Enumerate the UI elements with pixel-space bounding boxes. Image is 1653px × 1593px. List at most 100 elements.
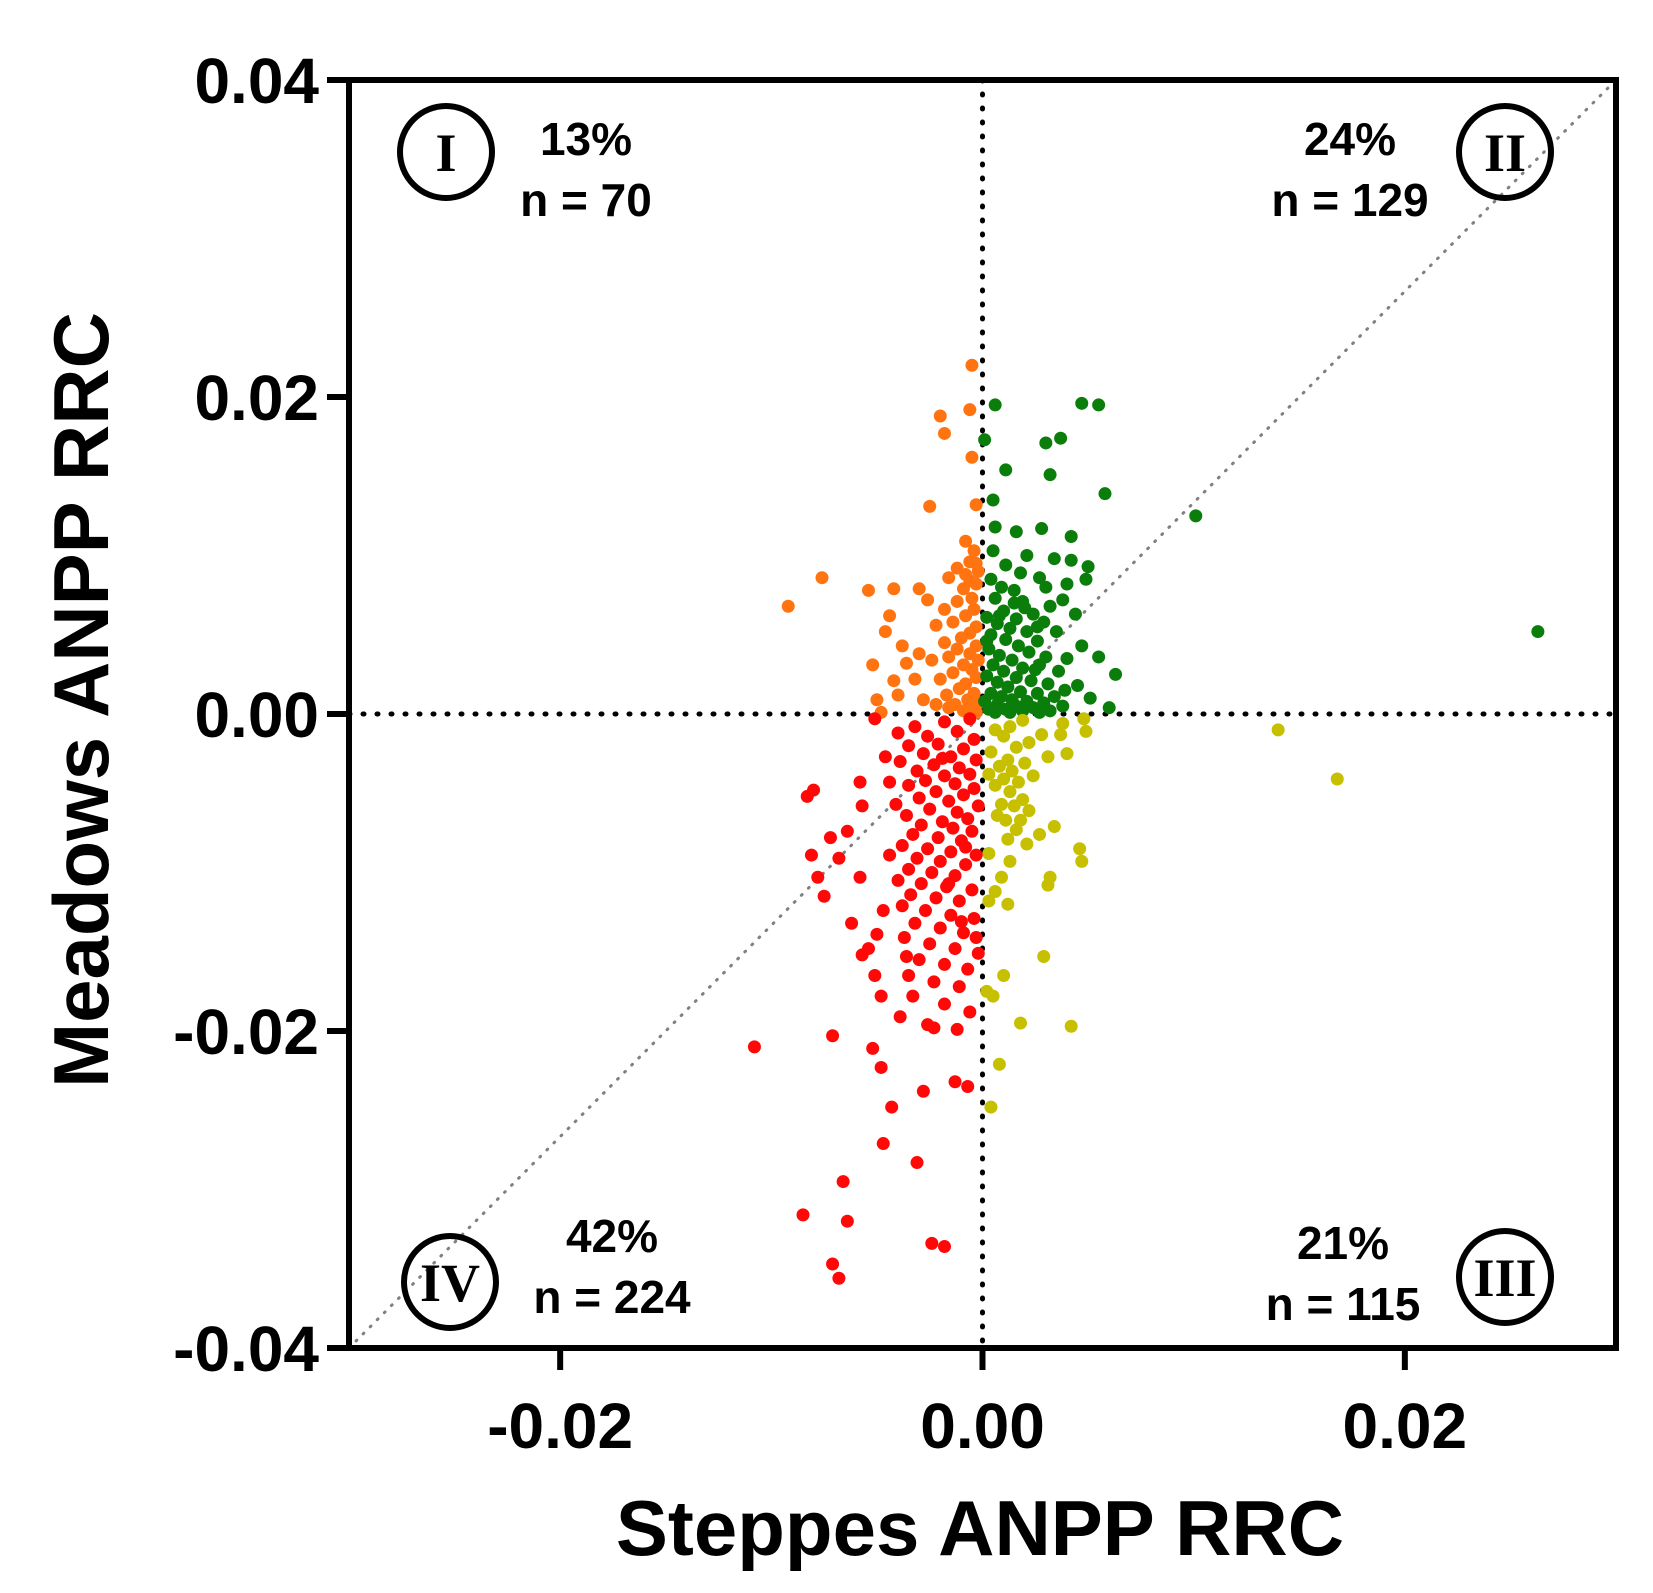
point-quadrant-iii-36 [1073,842,1087,856]
point-quadrant-iv-18 [963,767,977,781]
point-quadrant-iv-95 [855,799,869,813]
point-quadrant-ii-5 [978,433,992,447]
point-quadrant-i-7 [959,534,973,548]
point-quadrant-ii-89 [1030,620,1044,634]
point-quadrant-ii-18 [1064,553,1078,567]
point-quadrant-ii-26 [1007,583,1021,597]
point-quadrant-iv-103 [885,1100,899,1114]
point-quadrant-iv-9 [902,739,916,753]
point-quadrant-iv-21 [948,777,962,791]
point-quadrant-ii-61 [1041,677,1055,691]
point-quadrant-iv-98 [870,927,884,941]
point-quadrant-iv-22 [902,778,916,792]
point-quadrant-ii-62 [1001,680,1015,694]
point-quadrant-ii-40 [1020,625,1034,639]
point-quadrant-iii-45 [1001,897,1015,911]
point-quadrant-iv-105 [948,1075,962,1089]
point-quadrant-ii-47 [1022,645,1036,659]
x-tick-label-0: -0.02 [487,1390,633,1462]
point-quadrant-i-65 [912,582,926,596]
point-quadrant-iv-27 [942,794,956,808]
point-quadrant-iv-41 [895,839,909,853]
point-quadrant-iv-45 [910,851,924,865]
point-quadrant-iii-23 [1330,772,1344,786]
point-quadrant-iv-34 [935,815,949,829]
point-quadrant-i-5 [969,498,983,512]
point-quadrant-i-60 [870,693,884,707]
point-quadrant-iii-6 [1271,723,1285,737]
quadrant-iv-circle [401,1233,499,1331]
point-quadrant-iv-11 [916,747,930,761]
point-quadrant-iv-35 [914,818,928,832]
point-quadrant-i-4 [965,450,979,464]
point-quadrant-iii-53 [984,1100,998,1114]
point-quadrant-i-33 [971,653,985,667]
point-quadrant-ii-43 [999,633,1013,647]
point-quadrant-iii-30 [999,813,1013,827]
point-quadrant-iv-33 [961,812,975,826]
point-quadrant-ii-31 [1043,599,1057,613]
point-quadrant-i-41 [952,682,966,696]
point-quadrant-iii-49 [980,984,994,998]
point-quadrant-iv-111 [840,1214,854,1228]
point-quadrant-ii-50 [1005,653,1019,667]
point-quadrant-i-27 [954,631,968,645]
point-quadrant-iii-34 [1001,832,1015,846]
one-to-one-line [347,78,1618,1350]
point-quadrant-i-23 [946,615,960,629]
point-quadrant-iv-37 [965,824,979,838]
point-quadrant-i-57 [891,688,905,702]
point-quadrant-ii-42 [1049,625,1063,639]
point-quadrant-ii-84 [1102,701,1116,715]
point-quadrant-i-18 [965,591,979,605]
point-quadrant-iii-0 [1016,713,1030,727]
point-quadrant-iii-43 [988,885,1002,899]
point-quadrant-iv-82 [868,969,882,983]
point-quadrant-i-51 [929,697,943,711]
point-quadrant-iv-92 [853,775,867,789]
point-quadrant-iv-124 [935,751,949,765]
point-quadrant-i-50 [942,701,956,715]
point-quadrant-iv-59 [918,904,932,918]
point-quadrant-iv-112 [910,1156,924,1170]
point-quadrant-ii-92 [1018,601,1032,615]
point-quadrant-i-37 [946,666,960,680]
point-quadrant-iv-69 [912,953,926,967]
point-quadrant-iv-17 [910,764,924,778]
point-quadrant-ii-14 [1064,529,1078,543]
point-quadrant-ii-24 [1079,572,1093,586]
y-tick-label-2: 0.00 [194,679,319,751]
point-quadrant-i-55 [912,647,926,661]
point-quadrant-iv-58 [895,899,909,913]
point-quadrant-i-16 [969,577,983,591]
point-quadrant-ii-96 [1007,596,1021,610]
point-quadrant-iv-102 [874,1060,888,1074]
point-quadrant-ii-10 [1189,509,1203,523]
point-quadrant-iv-46 [933,854,947,868]
point-quadrant-iv-100 [826,1029,840,1043]
point-quadrant-ii-28 [1060,577,1074,591]
point-quadrant-i-66 [861,583,875,597]
point-quadrant-ii-16 [1020,549,1034,562]
point-quadrant-ii-13 [1035,522,1049,536]
point-quadrant-ii-60 [990,675,1004,689]
point-quadrant-i-63 [883,609,897,623]
y-tick-label-0: 0.04 [194,45,319,117]
point-quadrant-ii-2 [1092,398,1106,412]
point-quadrant-iii-41 [995,870,1009,884]
point-quadrant-iii-5 [1054,728,1068,742]
point-quadrant-iv-109 [836,1175,850,1189]
point-quadrant-i-12 [950,561,964,575]
point-quadrant-iv-104 [916,1084,930,1098]
quadrant-iii-circle [1456,1228,1554,1326]
point-quadrant-ii-58 [1009,671,1023,685]
point-quadrant-ii-15 [986,544,1000,558]
point-quadrant-iv-20 [918,774,932,788]
point-quadrant-iv-30 [923,802,937,816]
reference-lines [346,77,1619,1351]
point-quadrant-i-17 [956,582,970,596]
point-quadrant-iii-47 [997,969,1011,983]
point-quadrant-i-43 [940,688,954,702]
point-quadrant-iii-31 [1047,820,1061,834]
quadrant-ii-percent: 24% [1304,113,1396,165]
